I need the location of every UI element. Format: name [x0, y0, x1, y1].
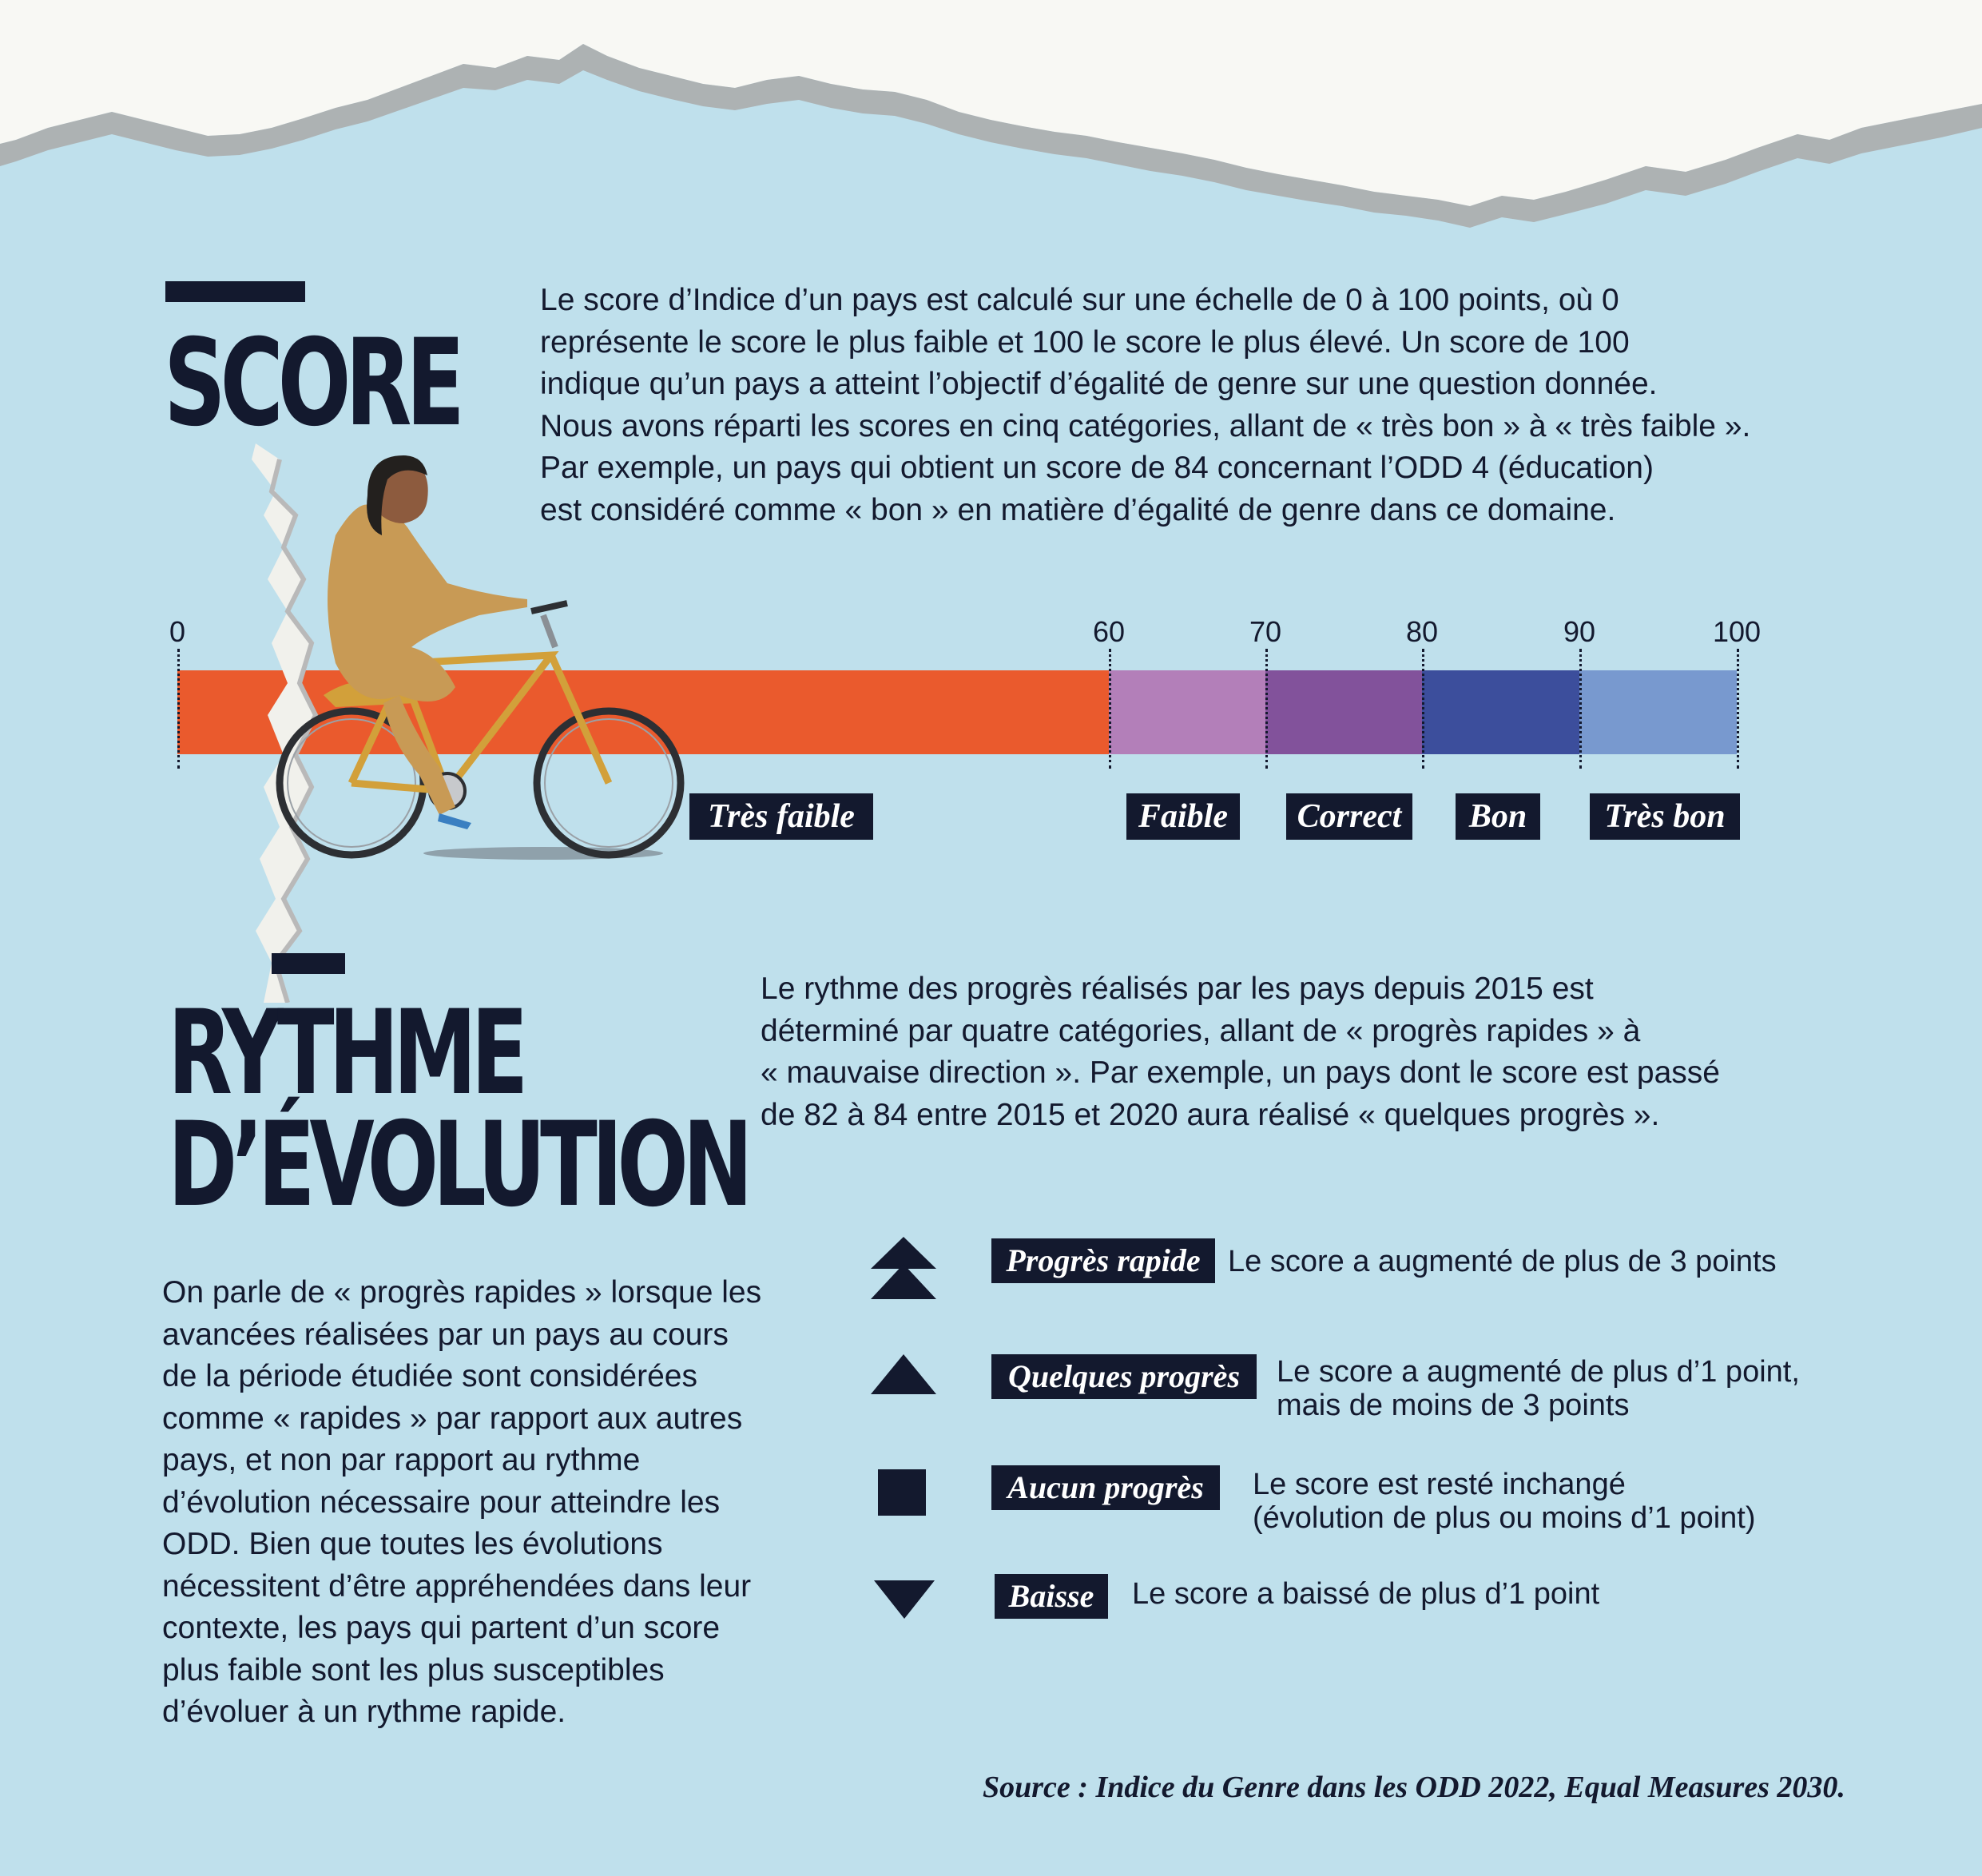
- score-intro-line: indique qu’un pays a atteint l’objectif …: [540, 367, 1658, 401]
- rythme-intro-line: Le rythme des progrès réalisés par les p…: [761, 972, 1594, 1006]
- legend-desc-line: (évolution de plus ou moins d’1 point): [1253, 1501, 1756, 1535]
- scale-segment-correct: [1265, 670, 1422, 754]
- legend-label-progres-rapide: Progrès rapide: [991, 1238, 1215, 1283]
- rythme-body-line: avancées réalisées par un pays au cours: [162, 1317, 729, 1352]
- source-note: Source : Indice du Genre dans les ODD 20…: [983, 1771, 1845, 1804]
- up-arrow-icon: [871, 1354, 936, 1394]
- down-arrow-icon: [874, 1580, 935, 1619]
- rythme-intro: Le rythme des progrès réalisés par les p…: [761, 968, 1720, 1136]
- legend-desc-line: Le score a augmenté de plus de 3 points: [1228, 1245, 1777, 1278]
- legend-desc-baisse: Le score a baissé de plus d’1 point: [1132, 1577, 1599, 1611]
- legend-label-quelques-progres: Quelques progrès: [991, 1354, 1257, 1399]
- scale-divider: [1109, 649, 1111, 769]
- legend-desc-line: Le score est resté inchangé: [1253, 1468, 1626, 1501]
- rythme-body-line: plus faible sont les plus susceptibles: [162, 1652, 665, 1687]
- rythme-body: On parle de « progrès rapides » lorsque …: [162, 1272, 761, 1734]
- rythme-body-line: nécessitent d’être appréhendées dans leu…: [162, 1568, 752, 1604]
- scale-divider: [1579, 649, 1582, 769]
- scale-tick-label: 90: [1563, 615, 1596, 648]
- torn-paper-strip: [252, 443, 319, 1003]
- legend-desc-line: mais de moins de 3 points: [1277, 1389, 1630, 1422]
- legend-desc-line: Le score a augmenté de plus d’1 point,: [1277, 1355, 1800, 1389]
- scale-tick-label: 0: [169, 615, 186, 648]
- scale-tick-label: 100: [1712, 615, 1762, 648]
- torn-paper-top-edge: [0, 0, 1982, 228]
- score-intro-line: est considéré comme « bon » en matière d…: [540, 492, 1616, 527]
- rythme-intro-line: de 82 à 84 entre 2015 et 2020 aura réali…: [761, 1097, 1660, 1132]
- category-label-tres-bon: Très bon: [1590, 793, 1740, 840]
- score-intro-line: Par exemple, un pays qui obtient un scor…: [540, 451, 1654, 485]
- rythme-intro-line: « mauvaise direction ». Par exemple, un …: [761, 1055, 1720, 1090]
- legend-label-baisse: Baisse: [995, 1574, 1108, 1619]
- score-heading-rule: [165, 281, 305, 302]
- rythme-body-line: pays, et non par rapport au rythme: [162, 1443, 641, 1477]
- scale-tick-label: 60: [1092, 615, 1126, 648]
- scale-divider: [1265, 649, 1268, 769]
- score-intro-line: Le score d’Indice d’un pays est calculé …: [540, 283, 1619, 317]
- legend-desc-line: Le score a baissé de plus d’1 point: [1132, 1577, 1600, 1611]
- legend-desc-aucun-progres: Le score est resté inchangé (évolution d…: [1253, 1468, 1756, 1535]
- rythme-body-line: d’évolution nécessaire pour atteindre le…: [162, 1485, 721, 1520]
- woman-on-bicycle-photo: [276, 455, 685, 860]
- rythme-body-line: contexte, les pays qui partent d’un scor…: [162, 1611, 721, 1645]
- score-intro-line: représente le score le plus faible et 10…: [540, 324, 1630, 360]
- score-intro-line: Nous avons réparti les scores en cinq ca…: [540, 408, 1751, 443]
- score-intro: Le score d’Indice d’un pays est calculé …: [540, 280, 1750, 531]
- category-label-bon: Bon: [1456, 793, 1540, 840]
- scale-segment-faible: [1109, 670, 1265, 754]
- score-heading: SCORE: [164, 314, 465, 453]
- rythme-body-line: de la période étudiée sont considérées: [162, 1359, 697, 1393]
- rythme-intro-line: déterminé par quatre catégories, allant …: [761, 1013, 1641, 1048]
- category-label-correct: Correct: [1286, 793, 1412, 840]
- scale-segment-bon: [1422, 670, 1579, 754]
- rythme-body-line: On parle de « progrès rapides » lorsque …: [162, 1275, 762, 1310]
- rythme-heading-line1: RYTHME: [168, 985, 528, 1121]
- scale-segment-tres-bon: [1579, 670, 1737, 754]
- rythme-body-line: comme « rapides » par rapport aux autres: [162, 1401, 743, 1436]
- legend-desc-quelques-progres: Le score a augmenté de plus d’1 point, m…: [1277, 1355, 1800, 1422]
- rythme-body-line: ODD. Bien que toutes les évolutions: [162, 1527, 663, 1561]
- rythme-body-line: d’évoluer à un rythme rapide.: [162, 1695, 566, 1729]
- square-icon: [878, 1469, 926, 1516]
- legend-label-aucun-progres: Aucun progrès: [991, 1465, 1220, 1510]
- scale-divider: [177, 649, 180, 769]
- legend-desc-progres-rapide: Le score a augmenté de plus de 3 points: [1228, 1245, 1777, 1278]
- double-up-arrow-icon: [871, 1237, 936, 1299]
- scale-divider: [1737, 649, 1739, 769]
- category-label-faible: Faible: [1126, 793, 1240, 840]
- scale-tick-label: 70: [1249, 615, 1282, 648]
- category-label-tres-faible: Très faible: [689, 793, 873, 840]
- rythme-heading-line2: D’ÉVOLUTION: [168, 1097, 753, 1233]
- scale-divider: [1422, 649, 1424, 769]
- rythme-heading-rule: [272, 953, 345, 974]
- scale-tick-label: 80: [1405, 615, 1439, 648]
